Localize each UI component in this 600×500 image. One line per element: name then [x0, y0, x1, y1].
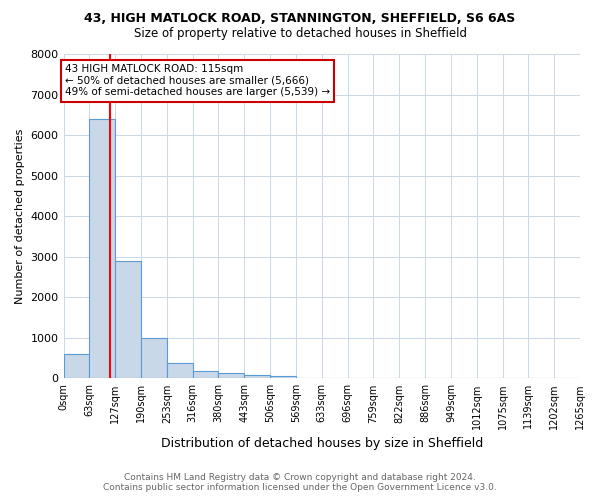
Text: Size of property relative to detached houses in Sheffield: Size of property relative to detached ho… [133, 28, 467, 40]
Bar [218, 374, 244, 378]
Text: Contains public sector information licensed under the Open Government Licence v3: Contains public sector information licen… [103, 484, 497, 492]
Bar [89, 119, 115, 378]
Bar [270, 376, 296, 378]
X-axis label: Distribution of detached houses by size in Sheffield: Distribution of detached houses by size … [161, 437, 483, 450]
Text: Contains HM Land Registry data © Crown copyright and database right 2024.: Contains HM Land Registry data © Crown c… [124, 474, 476, 482]
Bar [64, 354, 89, 378]
Text: 43 HIGH MATLOCK ROAD: 115sqm
← 50% of detached houses are smaller (5,666)
49% of: 43 HIGH MATLOCK ROAD: 115sqm ← 50% of de… [65, 64, 330, 98]
Bar [244, 376, 270, 378]
Bar [141, 338, 167, 378]
Text: 43, HIGH MATLOCK ROAD, STANNINGTON, SHEFFIELD, S6 6AS: 43, HIGH MATLOCK ROAD, STANNINGTON, SHEF… [85, 12, 515, 26]
Y-axis label: Number of detached properties: Number of detached properties [15, 128, 25, 304]
Bar [167, 363, 193, 378]
Bar [115, 260, 141, 378]
Bar [193, 371, 218, 378]
